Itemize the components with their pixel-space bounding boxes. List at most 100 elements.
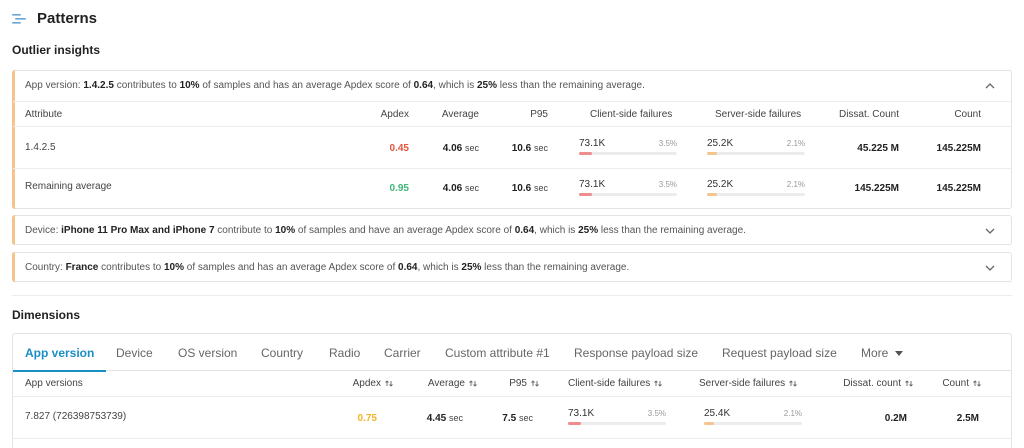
tab-app-version[interactable]: App version bbox=[12, 334, 107, 372]
dimensions-table-header: App versions Apdex Average P95 Client-si… bbox=[13, 371, 1011, 397]
tab-request-payload-size[interactable]: Request payload size bbox=[722, 346, 837, 360]
row-count: 145.225M bbox=[936, 143, 981, 154]
sort-icon bbox=[905, 380, 913, 387]
insight-segment: contribute to bbox=[214, 225, 276, 236]
col-dissat-count[interactable]: Dissat. count bbox=[813, 378, 913, 389]
row-count: 145.225M bbox=[936, 183, 981, 194]
insight-text[interactable]: App version: 1.4.2.5 contributes to 10% … bbox=[25, 71, 645, 101]
row-apdex: 0.95 bbox=[389, 183, 409, 194]
chevron-down-icon[interactable] bbox=[983, 253, 997, 283]
tab-carrier[interactable]: Carrier bbox=[384, 346, 421, 360]
row-p95: 10.6 sec bbox=[511, 143, 548, 154]
row-dissat-count: 145.225M bbox=[854, 183, 899, 194]
caret-down-icon bbox=[895, 351, 904, 357]
insight-segment: contributes to bbox=[98, 262, 164, 273]
col-attribute: Attribute bbox=[25, 109, 63, 120]
col-apdex[interactable]: Apdex bbox=[313, 378, 393, 389]
row-p95: 10.6 sec bbox=[511, 183, 548, 194]
tab-custom-attribute[interactable]: Custom attribute #1 bbox=[445, 346, 550, 360]
row-p95: 7.5 sec bbox=[502, 413, 533, 424]
row-average: 4.06 sec bbox=[442, 143, 479, 154]
insight-segment: less than the remaining average. bbox=[481, 262, 630, 273]
insight-segment: , which is bbox=[417, 262, 462, 273]
section-divider bbox=[12, 295, 1012, 296]
sort-icon bbox=[654, 380, 663, 387]
dimensions-card: App version Device OS version Country Ra… bbox=[12, 333, 1012, 448]
col-count: Count bbox=[954, 109, 981, 120]
outlier-insights-title: Outlier insights bbox=[12, 43, 101, 57]
insight-segment: less than the remaining average. bbox=[497, 80, 645, 91]
insight-segment: Country: bbox=[25, 262, 66, 273]
col-server-failures[interactable]: Server-side failures bbox=[699, 378, 797, 389]
tab-os-version[interactable]: OS version bbox=[178, 346, 238, 360]
row-count: 2.5M bbox=[956, 413, 979, 424]
row-average: 4.06 sec bbox=[442, 183, 479, 194]
sort-icon bbox=[531, 380, 539, 387]
table-row[interactable]: 1.4.2.5 0.45 4.06 sec 10.6 sec 73.1K 3.5%… bbox=[13, 127, 1011, 169]
col-p95[interactable]: P95 bbox=[477, 378, 539, 389]
insight-segment: , which is bbox=[433, 80, 477, 91]
dimensions-title: Dimensions bbox=[12, 308, 81, 322]
page-title: Patterns bbox=[37, 10, 98, 27]
insight-highlight: 1.4.2.5 bbox=[83, 80, 114, 91]
insight-segment: contributes to bbox=[113, 80, 180, 91]
insight-highlight: 10% bbox=[275, 225, 296, 236]
list-icon bbox=[12, 11, 28, 27]
tab-device[interactable]: Device bbox=[116, 346, 153, 360]
chevron-down-icon[interactable] bbox=[983, 216, 997, 246]
col-dissat-count: Dissat. Count bbox=[838, 109, 899, 120]
sort-icon bbox=[385, 380, 393, 387]
insight-highlight: iPhone 11 Pro Max and iPhone 7 bbox=[61, 225, 215, 236]
col-server-failures: Server-side failures bbox=[715, 109, 802, 120]
insight-highlight: 0.64 bbox=[413, 80, 434, 91]
row-attribute: Remaining average bbox=[25, 181, 112, 192]
insight-text[interactable]: Country: France contributes to 10% of sa… bbox=[25, 253, 629, 283]
insight-highlight: 0.64 bbox=[514, 225, 535, 236]
insight-highlight: France bbox=[65, 262, 99, 273]
col-client-failures[interactable]: Client-side failures bbox=[568, 378, 663, 389]
dimension-tabs: App version Device OS version Country Ra… bbox=[12, 334, 1011, 372]
insight-accent-bar bbox=[12, 252, 15, 282]
insight-card-country[interactable]: Country: France contributes to 10% of sa… bbox=[12, 252, 1012, 282]
sort-icon bbox=[789, 380, 797, 387]
row-apdex: 0.75 bbox=[357, 413, 377, 424]
insight-highlight: 0.64 bbox=[398, 262, 418, 273]
insight-segment: , which is bbox=[534, 225, 579, 236]
tab-country[interactable]: Country bbox=[261, 346, 304, 360]
insight-highlight: 25% bbox=[461, 262, 482, 273]
insight-highlight: 25% bbox=[578, 225, 599, 236]
insight-segment: of samples and has an average Apdex scor… bbox=[183, 262, 399, 273]
col-client-failures: Client-side failures bbox=[590, 109, 673, 120]
insight-highlight: 10% bbox=[163, 262, 184, 273]
insight-segment: of samples and have an average Apdex sco… bbox=[295, 225, 515, 236]
chevron-up-icon[interactable] bbox=[983, 71, 997, 101]
page-header: Patterns bbox=[12, 10, 97, 27]
insight-card-device[interactable]: Device: iPhone 11 Pro Max and iPhone 7 c… bbox=[12, 215, 1012, 245]
insight-highlight: 10% bbox=[179, 80, 200, 91]
row-attribute: 1.4.2.5 bbox=[25, 142, 56, 153]
col-count[interactable]: Count bbox=[913, 378, 981, 389]
col-average[interactable]: Average bbox=[393, 378, 477, 389]
row-average: 4.45 sec bbox=[426, 413, 463, 424]
table-row[interactable]: 7.827 (726398753739) 0.75 4.45 sec 7.5 s… bbox=[13, 397, 1011, 439]
insight-segment: Device: bbox=[25, 225, 62, 236]
outlier-table-header: Attribute Apdex Average P95 Client-side … bbox=[13, 101, 1011, 127]
row-dissat-count: 0.2M bbox=[884, 413, 907, 424]
insight-segment: App version: bbox=[25, 80, 84, 91]
tab-radio[interactable]: Radio bbox=[329, 346, 361, 360]
row-apdex: 0.45 bbox=[389, 143, 409, 154]
row-dissat-count: 45.225 M bbox=[857, 143, 899, 154]
col-average: Average bbox=[441, 109, 479, 120]
insight-highlight: 25% bbox=[476, 80, 497, 91]
row-attribute: 7.827 (726398753739) bbox=[25, 411, 127, 422]
tab-response-payload-size[interactable]: Response payload size bbox=[574, 346, 699, 360]
insight-segment: less than the remaining average. bbox=[598, 225, 746, 236]
col-apdex: Apdex bbox=[380, 109, 409, 120]
insight-accent-bar bbox=[12, 70, 15, 209]
col-app-versions[interactable]: App versions bbox=[25, 378, 83, 389]
insight-accent-bar bbox=[12, 215, 15, 245]
sort-icon bbox=[973, 380, 981, 387]
insight-text[interactable]: Device: iPhone 11 Pro Max and iPhone 7 c… bbox=[25, 216, 746, 246]
table-row[interactable]: Remaining average 0.95 4.06 sec 10.6 sec… bbox=[25, 179, 981, 196]
tab-more[interactable]: More bbox=[861, 334, 904, 371]
